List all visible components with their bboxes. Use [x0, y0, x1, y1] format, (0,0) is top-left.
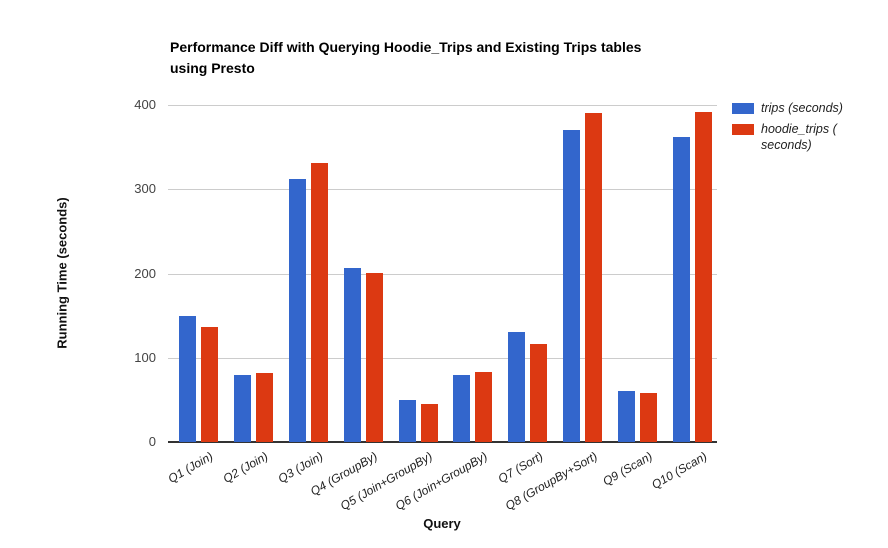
- x-tick-label-q10: Q10 (Scan): [649, 449, 710, 492]
- bar-hoodie-trips-q10[interactable]: [695, 111, 713, 442]
- legend-label: hoodie_trips ( seconds): [761, 121, 837, 153]
- chart-title: Performance Diff with Querying Hoodie_Tr…: [170, 37, 641, 79]
- legend-swatch-icon: [732, 103, 754, 114]
- gridline-400: [168, 105, 717, 106]
- legend-item-hoodie-trips: hoodie_trips ( seconds): [732, 121, 882, 153]
- x-axis-title: Query: [423, 516, 461, 531]
- legend-label-line: seconds): [761, 138, 812, 152]
- y-tick-label-200: 200: [134, 265, 156, 281]
- bar-hoodie-trips-q2[interactable]: [255, 372, 273, 442]
- y-tick-label-0: 0: [148, 434, 156, 449]
- legend: trips (seconds) hoodie_trips ( seconds): [732, 100, 882, 158]
- chart-title-line2: using Presto: [170, 60, 255, 76]
- x-tick-label-q6: Q6 (Join+GroupBy): [393, 449, 490, 513]
- bar-trips-q2[interactable]: [233, 374, 251, 442]
- bar-trips-q3[interactable]: [288, 179, 306, 442]
- bar-hoodie-trips-q5[interactable]: [420, 404, 438, 442]
- bar-trips-q10[interactable]: [673, 137, 691, 442]
- bar-trips-q9[interactable]: [618, 391, 636, 442]
- bar-trips-q1[interactable]: [178, 315, 196, 442]
- x-axis-line: [168, 441, 717, 443]
- legend-label-line: trips (seconds): [761, 101, 843, 115]
- x-tick-label-q8: Q8 (GroupBy+Sort): [502, 449, 600, 513]
- bar-hoodie-trips-q7[interactable]: [530, 344, 548, 442]
- y-axis-title: Running Time (seconds): [54, 197, 70, 349]
- y-tick-label-400: 400: [134, 97, 156, 112]
- legend-item-trips: trips (seconds): [732, 100, 882, 116]
- legend-swatch-icon: [732, 124, 754, 135]
- bar-hoodie-trips-q9[interactable]: [640, 393, 658, 442]
- bar-hoodie-trips-q4[interactable]: [365, 272, 383, 442]
- x-tick-label-q9: Q9 (Scan): [600, 449, 655, 489]
- bar-trips-q7[interactable]: [508, 332, 526, 442]
- y-tick-label-100: 100: [134, 349, 156, 365]
- bar-hoodie-trips-q8[interactable]: [585, 113, 603, 442]
- y-tick-label-300: 300: [134, 181, 156, 197]
- bar-trips-q5[interactable]: [398, 399, 416, 442]
- x-tick-label-q5: Q5 (Join+GroupBy): [338, 449, 436, 513]
- chart-title-line1: Performance Diff with Querying Hoodie_Tr…: [170, 39, 642, 55]
- gridline-200: [168, 273, 717, 275]
- plot-area: [168, 105, 717, 443]
- bar-trips-q6[interactable]: [453, 374, 471, 442]
- bar-hoodie-trips-q6[interactable]: [475, 372, 493, 442]
- bar-trips-q4[interactable]: [343, 267, 361, 442]
- gridline-100: [168, 357, 717, 359]
- x-tick-label-q2: Q2 (Join): [220, 449, 271, 486]
- x-tick-label-q1: Q1 (Join): [165, 449, 216, 486]
- legend-label: trips (seconds): [761, 100, 843, 116]
- gridline-300: [168, 189, 717, 191]
- bar-hoodie-trips-q1[interactable]: [200, 326, 218, 442]
- legend-label-line: hoodie_trips (: [761, 122, 837, 136]
- bar-hoodie-trips-q3[interactable]: [310, 163, 328, 442]
- bar-trips-q8[interactable]: [563, 130, 581, 442]
